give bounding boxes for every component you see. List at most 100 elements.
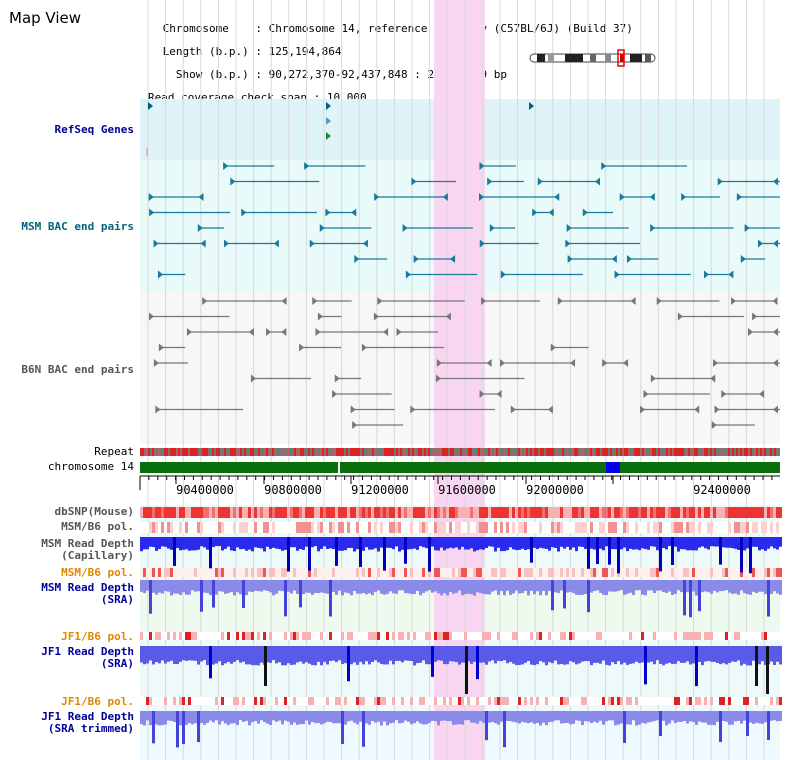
msm-pol-sra-cell xyxy=(146,568,149,577)
msm-pol-sra-cell xyxy=(191,568,194,577)
dbsnp-cell xyxy=(443,507,446,518)
msm-pol-sra-cell xyxy=(209,568,212,577)
msm-pol-cell xyxy=(686,522,689,533)
refseq-genes-label[interactable]: RefSeq Genes xyxy=(54,123,134,136)
msm-read-depth-sra-label-1[interactable]: MSM Read Depth xyxy=(41,581,134,594)
jf1-depth-trim-bar xyxy=(317,711,320,724)
msm-read-depth-capillary-label-1[interactable]: MSM Read Depth xyxy=(41,537,134,550)
jf1-depth-bar xyxy=(479,646,482,663)
jf1-b6-pol-trimmed-label[interactable]: JF1/B6 pol. xyxy=(61,695,134,708)
jf1-pol-cell xyxy=(422,632,425,640)
msm-depth-cap-bar xyxy=(461,537,464,547)
jf1-depth-bar xyxy=(140,646,143,663)
axis-tick-label-92400000: 92400000 xyxy=(693,483,751,497)
jf1-read-depth-label-2[interactable]: (SRA) xyxy=(100,657,134,670)
msm-pol-sra-cell xyxy=(335,568,338,577)
msm-pol-sra-cell xyxy=(578,568,581,577)
jf1-read-depth-trimmed-label-2[interactable]: (SRA trimmed) xyxy=(47,722,134,735)
msm-bac-pair-end xyxy=(728,270,734,279)
jf1-read-depth-label-1[interactable]: JF1 Read Depth xyxy=(41,645,134,658)
repeat-block xyxy=(752,448,754,456)
jf1-depth-trim-bar xyxy=(299,711,302,725)
jf1-depth-trim-bar xyxy=(557,711,560,721)
jf1-depth-bar xyxy=(608,646,611,666)
dbsnp-label[interactable]: dbSNP(Mouse) xyxy=(54,505,134,518)
msm-depth-sra-bar xyxy=(185,580,188,595)
repeat-block xyxy=(650,448,652,456)
msm-b6-pol-sra-label[interactable]: MSM/B6 pol. xyxy=(61,566,134,579)
msm-pol-sra-cell xyxy=(665,568,668,577)
msm-read-depth-sra-label-2[interactable]: (SRA) xyxy=(100,593,134,606)
jf1-pol-cell xyxy=(149,632,152,640)
msm-pol-sra-cell xyxy=(563,568,566,577)
jf1-pol-trim-cell xyxy=(257,697,260,705)
jf1-depth-bar xyxy=(254,646,257,666)
msm-depth-cap-bar xyxy=(776,537,779,550)
repeat-block xyxy=(630,448,632,456)
jf1-b6-pol-label[interactable]: JF1/B6 pol. xyxy=(61,630,134,643)
jf1-pol-trim-cell xyxy=(236,697,239,705)
repeat-block xyxy=(256,448,258,456)
jf1-depth-trim-bar xyxy=(437,711,440,726)
msm-depth-cap-bar xyxy=(209,537,212,569)
msm-bac-label[interactable]: MSM BAC end pairs xyxy=(21,220,134,233)
msm-depth-cap-bar xyxy=(545,537,548,549)
msm-pol-cell xyxy=(245,522,248,533)
repeat-block xyxy=(716,448,718,456)
msm-pol-sra-cell xyxy=(500,568,503,577)
jf1-pol-trim-cell xyxy=(458,697,461,705)
jf1-read-depth-trimmed-label-1[interactable]: JF1 Read Depth xyxy=(41,710,134,723)
dbsnp-cell xyxy=(527,507,530,518)
b6n-bac-pair-end xyxy=(643,390,649,398)
msm-depth-cap-bar xyxy=(707,537,710,550)
dbsnp-cell xyxy=(398,507,401,518)
jf1-pol-trim-cell xyxy=(398,697,401,705)
jf1-depth-trim-bar xyxy=(335,711,338,724)
msm-depth-cap-bar xyxy=(149,537,152,547)
jf1-depth-bar xyxy=(668,646,671,663)
jf1-pol-cell xyxy=(533,632,536,640)
jf1-depth-bar xyxy=(197,646,200,665)
repeat-block xyxy=(692,448,694,456)
dbsnp-cell xyxy=(698,507,701,518)
jf1-pol-trim-cell xyxy=(737,697,740,705)
msm-depth-cap-bar xyxy=(164,537,167,547)
jf1-depth-trim-bar xyxy=(215,711,218,721)
jf1-depth-bar xyxy=(317,646,320,662)
jf1-pol-cell xyxy=(437,632,440,640)
repeat-block xyxy=(694,448,696,456)
dbsnp-cell xyxy=(287,507,290,518)
msm-pol-sra-cell xyxy=(647,568,650,577)
msm-depth-sra-bar xyxy=(197,580,200,592)
jf1-pol-trim-cell xyxy=(305,697,308,705)
dbsnp-cell xyxy=(386,507,389,518)
msm-pol-cell xyxy=(458,522,461,533)
msm-depth-sra-bar xyxy=(353,580,356,592)
msm-depth-sra-bar xyxy=(704,580,707,592)
b6n-bac-label[interactable]: B6N BAC end pairs xyxy=(21,363,134,376)
dbsnp-cell xyxy=(602,507,605,518)
msm-b6-pol-label[interactable]: MSM/B6 pol. xyxy=(61,520,134,533)
msm-depth-sra-bar xyxy=(371,580,374,596)
axis-tick-label-92000000: 92000000 xyxy=(526,483,584,497)
msm-read-depth-capillary-label-2[interactable]: (Capillary) xyxy=(61,549,134,562)
jf1-pol-cell xyxy=(344,632,347,640)
repeat-block xyxy=(656,448,658,456)
jf1-depth-trim-bar xyxy=(539,711,542,726)
b6n-bac-pair-end xyxy=(500,359,506,367)
jf1-depth-bar xyxy=(356,646,359,665)
jf1-depth-trim-bar xyxy=(233,711,236,724)
b6n-bac-pair-end xyxy=(547,405,553,414)
jf1-depth-trim-bar xyxy=(599,711,602,721)
dbsnp-cell xyxy=(605,507,608,518)
jf1-depth-bar xyxy=(146,646,149,664)
repeat-block xyxy=(304,448,306,456)
msm-bac-pair-end xyxy=(717,177,723,186)
msm-pol-cell xyxy=(545,522,548,533)
msm-depth-sra-bar xyxy=(167,580,170,592)
msm-depth-cap-bar xyxy=(779,537,782,547)
jf1-pol-trim-cell xyxy=(299,697,302,705)
jf1-pol-trim-cell xyxy=(617,697,620,705)
msm-pol-cell xyxy=(164,522,167,533)
